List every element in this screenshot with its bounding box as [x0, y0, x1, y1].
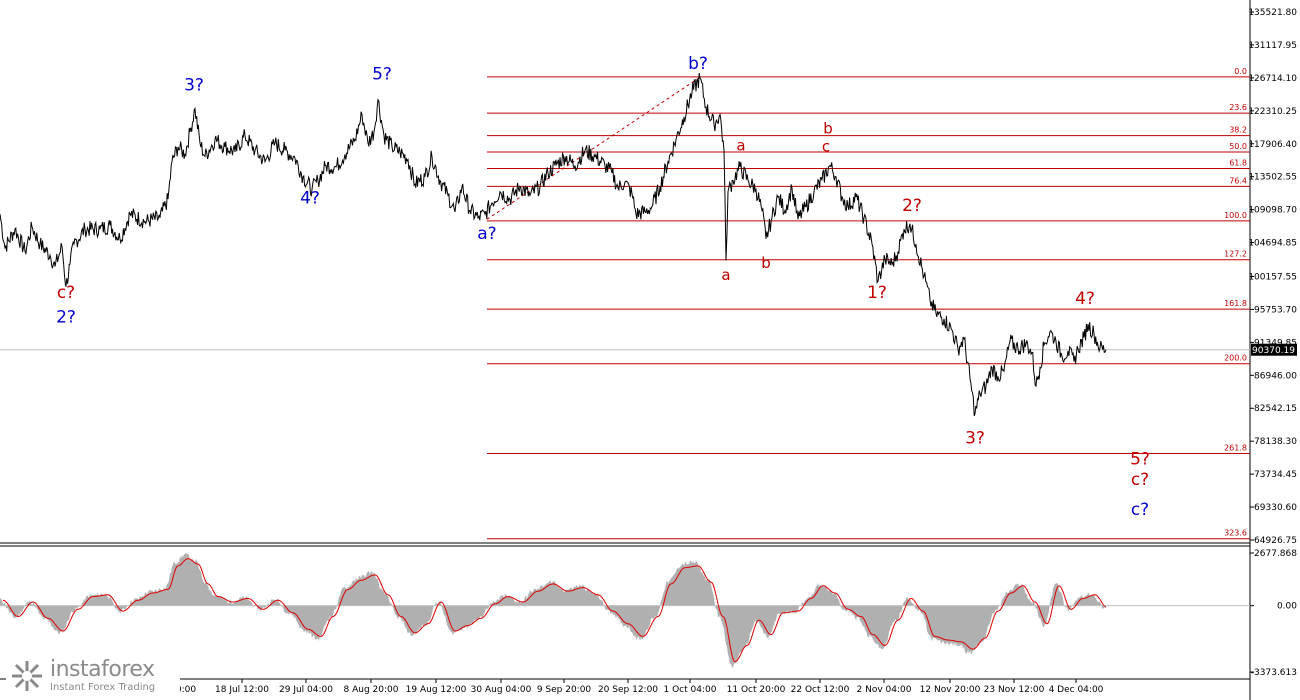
wave-label: b?	[688, 54, 708, 74]
time-tick-label: 11 Oct 20:00	[727, 685, 786, 695]
time-tick-label: 4 Dec 04:00	[1049, 685, 1104, 695]
price-tick-label: 109098.70	[1248, 206, 1297, 216]
fib-level-label: 23.6	[1229, 103, 1247, 112]
fib-level-label: 76.4	[1229, 176, 1247, 185]
price-tick-label: 69330.60	[1254, 503, 1297, 513]
fib-level-label: 100.0	[1224, 211, 1247, 220]
price-tick-label: 95753.70	[1254, 305, 1297, 315]
wave-label: 3?	[965, 429, 985, 449]
time-tick-label: 12 Nov 20:00	[920, 685, 981, 695]
oscillator-tick-label: 0.00	[1277, 602, 1297, 612]
oscillator-histogram	[0, 552, 1104, 668]
price-tick-label: 82542.15	[1254, 404, 1297, 414]
fib-level-label: 61.8	[1229, 158, 1247, 167]
time-tick-label: 23 Nov 12:00	[984, 685, 1045, 695]
wave-label: 4?	[300, 189, 320, 209]
oscillator-tick-label: 2677.868	[1254, 549, 1297, 559]
price-tick-label: 100157.55	[1248, 272, 1297, 282]
fib-level-label: 50.0	[1229, 142, 1247, 151]
price-axis: 135521.80 131117.95 126714.10 122310.25 1179…	[1248, 8, 1297, 546]
wave-label: 3?	[184, 76, 204, 96]
time-tick-label: 30 Aug 04:00	[471, 685, 532, 695]
time-tick-label: 20 Sep 12:00	[598, 685, 658, 695]
instaforex-watermark: instaforex Instant Forex Trading	[6, 654, 180, 698]
fib-level-label: 261.8	[1224, 443, 1247, 452]
wave-label: b	[823, 119, 833, 137]
time-tick-label: 18 Jul 12:00	[215, 685, 269, 695]
fib-level-label: 200.0	[1224, 354, 1247, 363]
wave-label: c	[822, 137, 830, 155]
time-tick-label: 22 Oct 12:00	[791, 685, 850, 695]
price-tick-label: 86946.00	[1254, 371, 1297, 381]
current-price-box	[1251, 343, 1297, 356]
price-tick-label: 117906.40	[1248, 140, 1297, 150]
oscillator-tick-label: -3373.613	[1251, 668, 1297, 678]
fib-level-label: 161.8	[1224, 299, 1247, 308]
wave-label: a	[721, 266, 730, 284]
fib-level-label: 323.6	[1224, 529, 1247, 538]
wave-label: a?	[477, 224, 496, 244]
time-tick-label: 19 Aug 12:00	[406, 685, 467, 695]
oscillator-signal-line	[2, 558, 1107, 663]
time-tick-label: 8 Aug 20:00	[344, 685, 399, 695]
price-tick-label: 104694.85	[1248, 239, 1297, 249]
price-tick-label: 64926.75	[1254, 536, 1297, 546]
price-tick-label: 91349.85	[1254, 338, 1297, 348]
wave-label: a	[736, 137, 745, 155]
wave-label: c?	[1131, 470, 1149, 490]
watermark-brand: instaforex	[50, 657, 155, 682]
fib-level-label: 38.2	[1229, 126, 1247, 135]
wave-label: 5?	[1130, 450, 1150, 470]
main-price-pane	[0, 0, 1251, 700]
fibonacci-levels: 0.0 23.6 38.2 50.0 61.8 76.4 100.0 127.2 161.8 20…	[486, 67, 1250, 540]
wave-label: b	[761, 254, 771, 272]
watermark-tagline: Instant Forex Trading	[50, 682, 156, 693]
price-tick-label: 122310.25	[1248, 107, 1297, 117]
fib-level-label: 0.0	[1234, 67, 1247, 76]
wave-label: 1?	[867, 283, 887, 303]
dashed-trendline	[486, 76, 701, 220]
price-tick-label: 135521.80	[1248, 8, 1297, 18]
time-tick-label: 2 Nov 04:00	[857, 685, 912, 695]
price-tick-label: 126714.10	[1248, 74, 1297, 84]
price-tick-label: 113502.55	[1248, 173, 1297, 183]
wave-label: 4?	[1075, 289, 1095, 309]
price-tick-label: 131117.95	[1248, 41, 1297, 51]
price-tick-label: 73734.45	[1254, 470, 1297, 480]
time-tick-label: 1 Oct 04:00	[664, 685, 717, 695]
price-line	[0, 73, 1107, 417]
price-series	[0, 73, 1107, 417]
wave-label: 2?	[56, 308, 76, 328]
fib-level-label: 127.2	[1224, 250, 1247, 259]
current-price-label: 90370.19	[1252, 346, 1295, 356]
time-tick-label: 29 Jul 04:00	[279, 685, 333, 695]
oscillator-pane: 2677.868 0.00 -3373.613	[0, 549, 1297, 678]
wave-label: 5?	[372, 64, 392, 84]
wave-label: c?	[57, 283, 75, 303]
time-tick-label: 9 Sep 20:00	[537, 685, 592, 695]
instaforex-logo-icon	[12, 661, 42, 691]
wave-label: 2?	[902, 196, 922, 216]
price-tick-label: 78138.30	[1254, 437, 1297, 447]
wave-label: c?	[1131, 500, 1149, 520]
